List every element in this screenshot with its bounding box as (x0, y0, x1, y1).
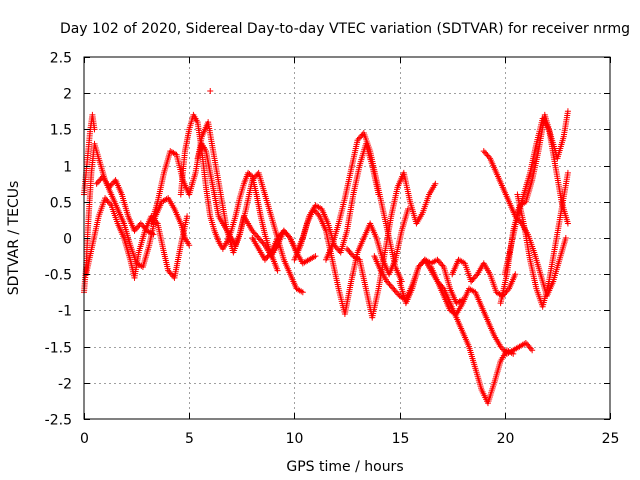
series-markers (291, 206, 412, 318)
y-tick-label: 0.5 (50, 196, 72, 212)
series-satellite-track-B (81, 111, 98, 198)
y-tick-label: -1 (58, 304, 72, 320)
data-points (81, 88, 571, 407)
y-tick-label: 2 (63, 87, 72, 103)
y-tick-label: -2.5 (45, 413, 72, 429)
x-tick-label: 5 (185, 431, 194, 447)
axis-ticks (84, 57, 611, 420)
y-tick-label: 1 (63, 160, 72, 176)
y-tick-label: 1.5 (50, 123, 72, 139)
series-markers (177, 111, 281, 274)
y-tick-labels: -2.5 -2 -1.5 -1 -0.5 0 0.5 1 1.5 2 2.5 (45, 51, 72, 429)
y-tick-label: -0.5 (45, 268, 72, 284)
series-satellite-track-D (93, 173, 157, 238)
series-satellite-track-O (428, 263, 536, 357)
chart-title: Day 102 of 2020, Sidereal Day-to-day VTE… (60, 21, 630, 37)
series-satellite-track-J (291, 206, 412, 318)
x-axis-label: GPS time / hours (286, 459, 403, 475)
series-satellite-track-L (344, 169, 439, 321)
x-tick-label: 0 (80, 431, 89, 447)
series-satellite-track-F (177, 111, 281, 274)
x-tick-label: 25 (602, 431, 620, 447)
series-satellite-track-T (514, 169, 571, 310)
x-tick-label: 10 (286, 431, 304, 447)
y-tick-label: 0 (63, 232, 72, 248)
series-satellite-track-H (207, 88, 214, 95)
x-tick-labels: 0 5 10 15 20 25 (80, 431, 619, 447)
series-markers (93, 173, 157, 238)
x-tick-label: 15 (392, 431, 410, 447)
series-satellite-track-K (322, 130, 405, 285)
x-tick-label: 20 (497, 431, 515, 447)
y-tick-label: -1.5 (45, 341, 72, 357)
series-markers (514, 169, 571, 310)
series-markers (428, 263, 536, 357)
series-markers (322, 130, 405, 285)
series-markers (81, 111, 98, 198)
y-tick-label: -2 (58, 377, 72, 393)
y-tick-label: 2.5 (50, 51, 72, 67)
series-markers (207, 88, 214, 95)
series-markers (344, 169, 439, 321)
y-axis-label: SDTVAR / TECUs (6, 181, 22, 296)
